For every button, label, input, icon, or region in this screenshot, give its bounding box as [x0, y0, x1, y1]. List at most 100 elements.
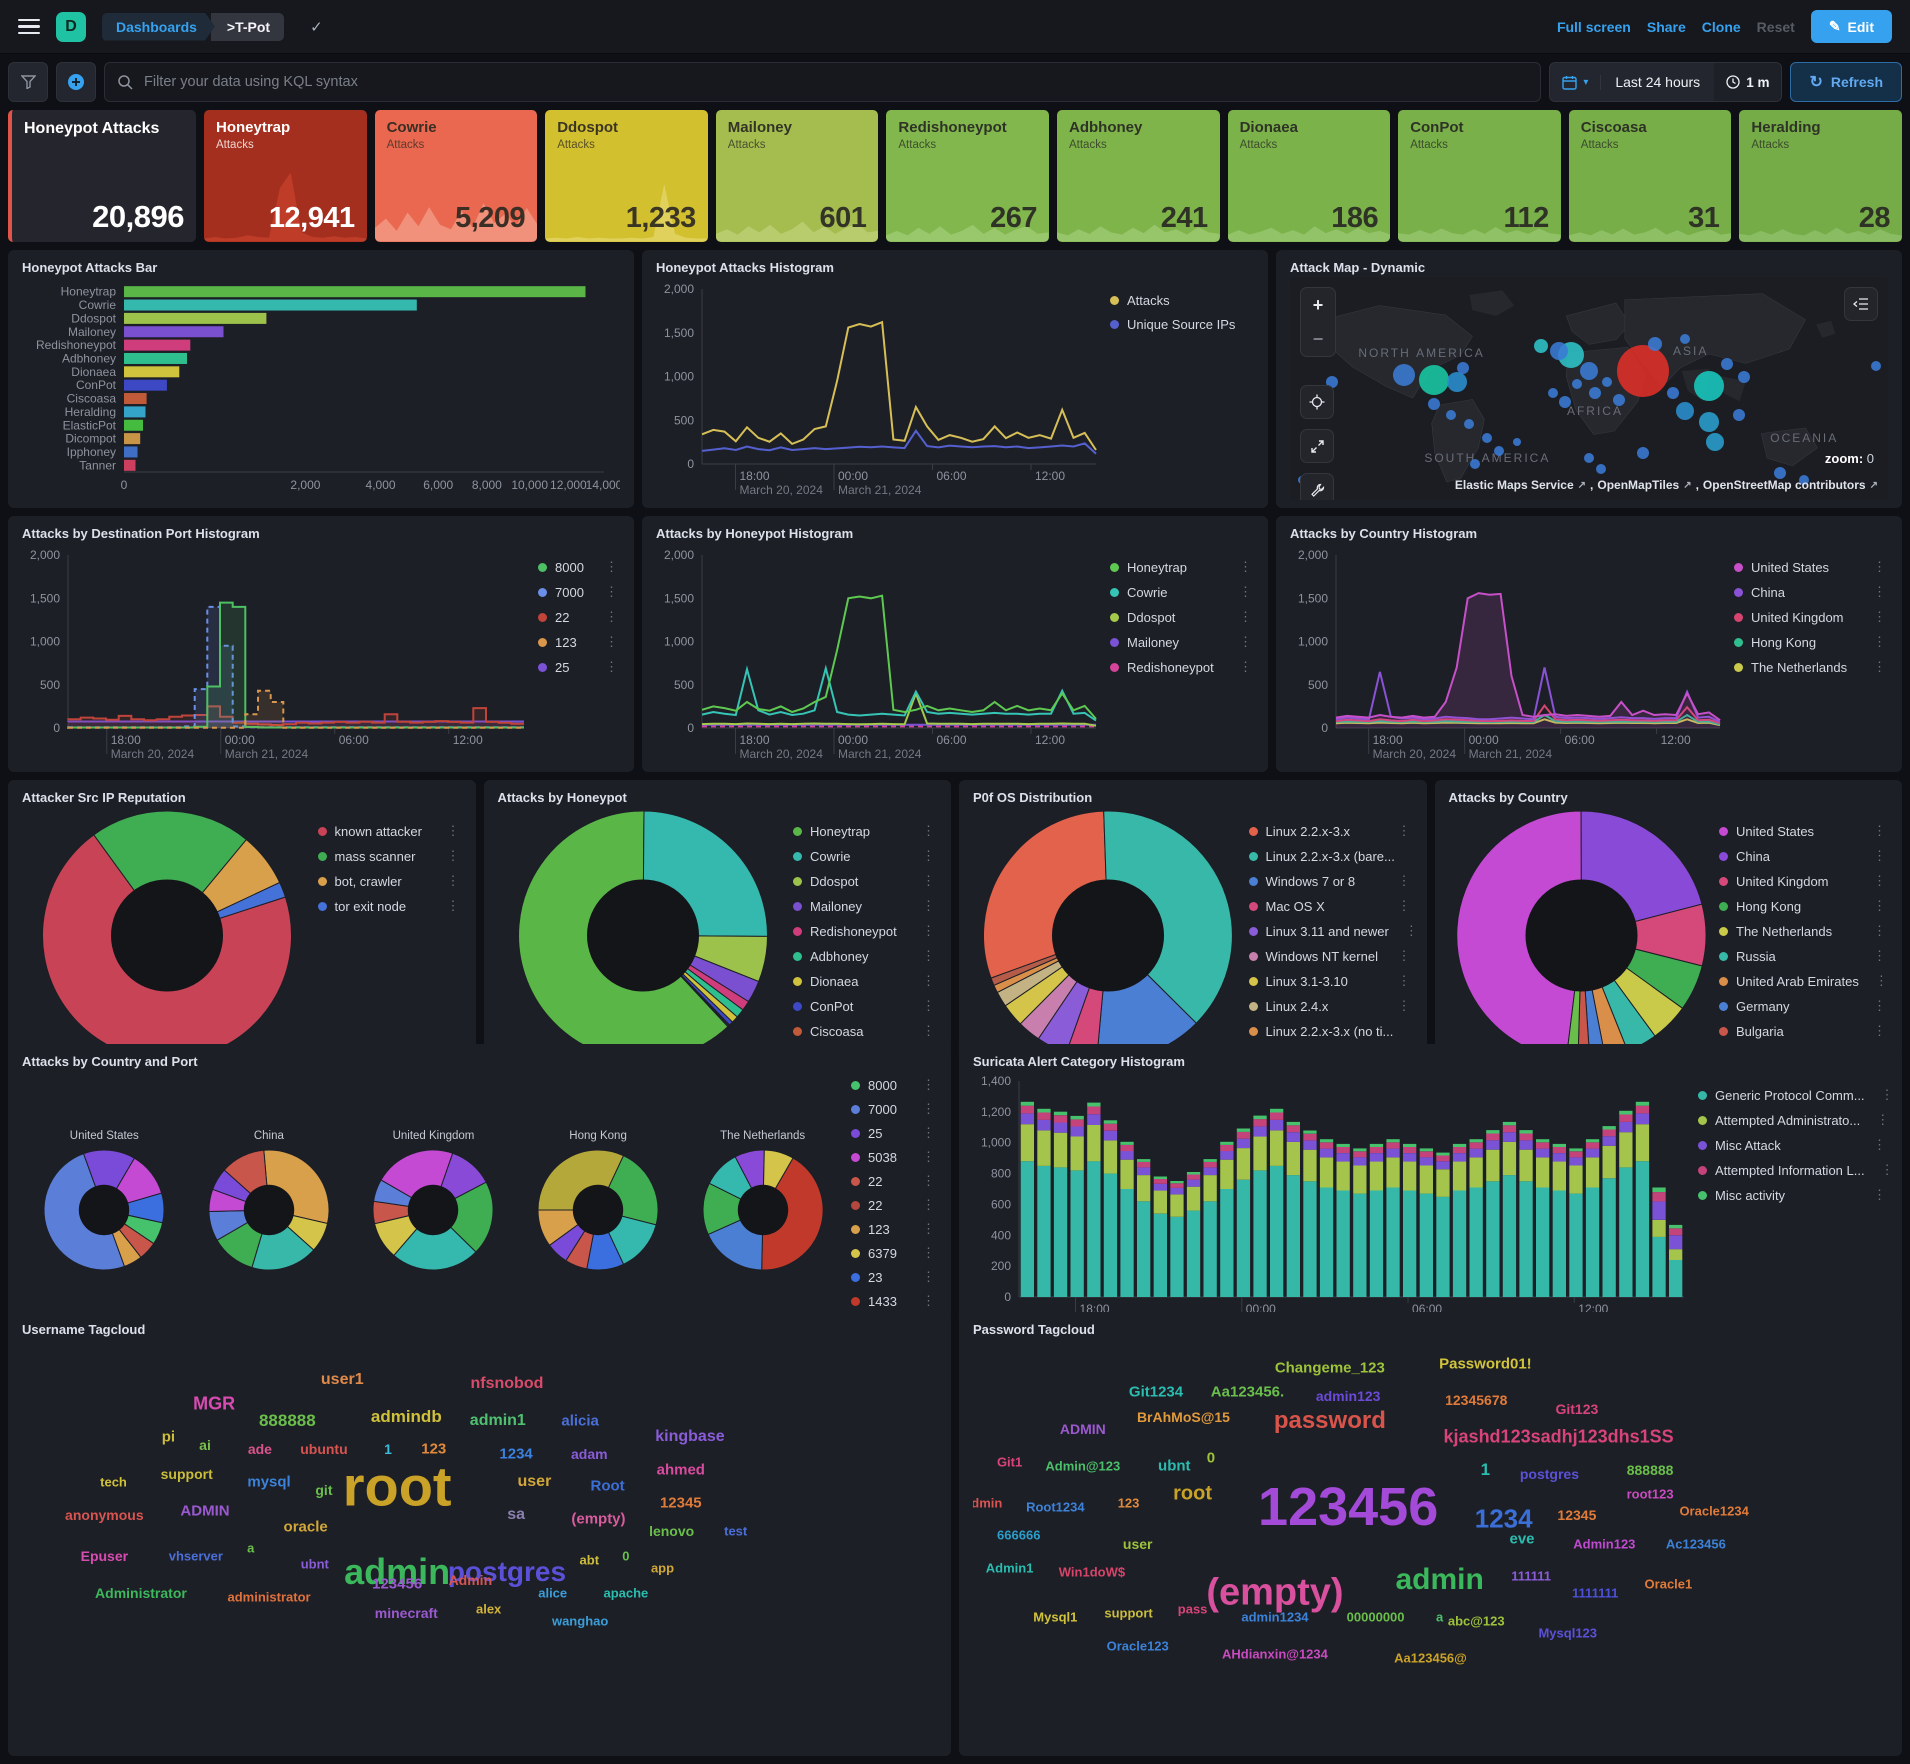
legend-item-menu-icon[interactable]: ⋮ — [1873, 1023, 1886, 1038]
locate-button[interactable] — [1300, 385, 1334, 419]
tag-word[interactable]: vhserver — [168, 1548, 223, 1564]
tag-word[interactable]: ubnt — [1158, 1457, 1191, 1475]
tag-word[interactable]: Mysql1 — [1033, 1609, 1078, 1625]
tag-word[interactable]: support — [1104, 1605, 1153, 1621]
tag-word[interactable]: a — [1436, 1609, 1444, 1625]
legend-item-menu-icon[interactable]: ⋮ — [1397, 973, 1411, 988]
legend-item[interactable]: bot, crawler ⋮ — [317, 873, 460, 889]
attack-bubble[interactable] — [1580, 361, 1598, 380]
metric-tile-adbhoney[interactable]: Adbhoney Attacks 241 — [1057, 110, 1220, 242]
legend-item[interactable]: United States ⋮ — [1734, 559, 1886, 575]
tag-word[interactable]: wanghao — [551, 1613, 609, 1629]
legend-item-menu-icon[interactable]: ⋮ — [1397, 998, 1411, 1013]
tag-word[interactable]: MGR — [193, 1393, 236, 1414]
legend-item[interactable]: Windows 7 or 8 ⋮ — [1248, 873, 1411, 889]
attack-bubble[interactable] — [1871, 361, 1882, 372]
breadcrumb-current[interactable]: >T-Pot — [210, 12, 285, 41]
legend-item[interactable]: Hong Kong ⋮ — [1719, 898, 1886, 914]
legend-item-menu-icon[interactable]: ⋮ — [1239, 659, 1252, 674]
tag-word[interactable]: user — [517, 1473, 552, 1491]
legend-item-menu-icon[interactable]: ⋮ — [1873, 898, 1886, 913]
legend-item[interactable]: 25 ⋮ — [538, 659, 618, 675]
tag-word[interactable]: admin123 — [1315, 1388, 1381, 1405]
legend-item-menu-icon[interactable]: ⋮ — [446, 848, 460, 863]
legend-item-menu-icon[interactable]: ⋮ — [1239, 609, 1252, 624]
metric-tile-cowrie[interactable]: Cowrie Attacks 5,209 — [374, 110, 538, 242]
tag-word[interactable]: 888888 — [1626, 1461, 1674, 1478]
legend-item-menu-icon[interactable]: ⋮ — [922, 1293, 935, 1308]
metric-tile-ddospot[interactable]: Ddospot Attacks 1,233 — [545, 110, 708, 242]
tag-word[interactable]: sa — [507, 1505, 525, 1523]
attack-bubble[interactable] — [1693, 371, 1724, 402]
tag-word[interactable]: 123 — [1117, 1495, 1140, 1511]
tag-word[interactable]: (empty) — [571, 1510, 626, 1528]
legend-item[interactable]: Unique Source IPs — [1110, 317, 1252, 332]
attack-bubble[interactable] — [1588, 386, 1601, 399]
p0f-donut[interactable] — [973, 807, 1243, 1064]
legend-item[interactable]: United States ⋮ — [1719, 823, 1886, 839]
legend-item[interactable]: Redishoneypot ⋮ — [793, 923, 935, 939]
expand-button[interactable] — [1300, 429, 1334, 463]
legend-item-menu-icon[interactable]: ⋮ — [922, 823, 935, 838]
country-port-pie-china[interactable]: China — [205, 1130, 333, 1274]
attack-bubble[interactable] — [1601, 376, 1612, 387]
tag-word[interactable]: Admin1 — [985, 1560, 1034, 1576]
attack-bubble[interactable] — [1392, 364, 1415, 387]
legend-item-menu-icon[interactable]: ⋮ — [1873, 848, 1886, 863]
tag-word[interactable]: eve — [1509, 1530, 1535, 1548]
metric-tile-conpot[interactable]: ConPot Attacks 112 — [1398, 110, 1561, 242]
legend-item-menu-icon[interactable]: ⋮ — [446, 823, 460, 838]
attack-bubble[interactable] — [1738, 371, 1751, 384]
legend-item[interactable]: Honeytrap ⋮ — [1110, 559, 1252, 575]
country-port-pies[interactable]: United States China United Kingdom Hong Kon… — [22, 1071, 845, 1333]
attack-bubble[interactable] — [1470, 459, 1481, 470]
tag-word[interactable]: alicia — [561, 1412, 599, 1430]
tag-word[interactable]: administrator — [227, 1589, 311, 1605]
tag-word[interactable]: user — [1122, 1535, 1153, 1552]
metric-tile-mailoney[interactable]: Mailoney Attacks 601 — [715, 110, 879, 242]
tag-word[interactable]: admin — [344, 1551, 451, 1593]
tag-word[interactable]: git — [315, 1482, 333, 1499]
legend-item[interactable]: Linux 2.2.x-3.x (no ti... ⋮ — [1248, 1023, 1413, 1039]
legend-item[interactable]: 8000 ⋮ — [538, 559, 618, 575]
metric-tile-ciscoasa[interactable]: Ciscoasa Attacks 31 — [1568, 110, 1732, 242]
legend-item-menu-icon[interactable]: ⋮ — [1873, 948, 1886, 963]
legend-item[interactable]: The Netherlands ⋮ — [1734, 659, 1886, 675]
legend-item-menu-icon[interactable]: ⋮ — [922, 1101, 935, 1116]
attack-bubble[interactable] — [1774, 467, 1787, 480]
tag-word[interactable]: 1 — [384, 1441, 392, 1458]
legend-item[interactable]: 23 ⋮ — [851, 1269, 935, 1285]
legend-item[interactable]: Linux 2.4.x ⋮ — [1248, 998, 1411, 1014]
legend-item-menu-icon[interactable]: ⋮ — [922, 998, 935, 1013]
attack-bubble[interactable] — [1595, 463, 1606, 474]
tag-word[interactable]: postgres — [447, 1556, 567, 1588]
breadcrumb-dashboards[interactable]: Dashboards — [102, 13, 215, 41]
legend-item-menu-icon[interactable]: ⋮ — [922, 1269, 935, 1284]
legend-item-menu-icon[interactable]: ⋮ — [1873, 823, 1886, 838]
legend-item-menu-icon[interactable]: ⋮ — [922, 948, 935, 963]
legend-item-menu-icon[interactable]: ⋮ — [922, 1173, 935, 1188]
legend-item-menu-icon[interactable]: ⋮ — [1873, 923, 1886, 938]
attack-bubble[interactable] — [1325, 375, 1338, 388]
legend-item[interactable]: Misc activity ⋮ — [1698, 1187, 1886, 1203]
tag-word[interactable]: kjashd123sadhj123dhs1SS — [1443, 1426, 1674, 1447]
legend-item[interactable]: 7000 ⋮ — [851, 1101, 935, 1117]
tag-word[interactable]: 888888 — [258, 1410, 316, 1430]
country-port-pie-united-states[interactable]: United States — [40, 1130, 168, 1274]
honeypot-attacks-total-panel[interactable]: Honeypot Attacks 20,896 — [8, 110, 196, 242]
attack-map[interactable]: NORTH AMERICA SOUTH AMERICA AFRICA ASIA OCEA… — [1290, 277, 1888, 500]
tag-word[interactable]: 12345 — [659, 1494, 702, 1512]
time-range-value[interactable]: Last 24 hours — [1615, 74, 1701, 90]
tag-word[interactable]: nfsnobod — [470, 1374, 544, 1392]
legend-item-menu-icon[interactable]: ⋮ — [1873, 559, 1886, 574]
legend-item[interactable]: Mailoney ⋮ — [793, 898, 935, 914]
attribution-link[interactable]: Elastic Maps Service — [1454, 478, 1574, 492]
legend-item-menu-icon[interactable]: ⋮ — [1873, 1137, 1886, 1152]
tag-word[interactable]: kingbase — [655, 1428, 725, 1446]
tag-word[interactable]: 123456 — [372, 1575, 423, 1593]
tag-word[interactable]: Git1234 — [1128, 1383, 1184, 1401]
attack-bubble[interactable] — [1513, 438, 1522, 447]
legend-item-menu-icon[interactable]: ⋮ — [1239, 634, 1252, 649]
attribution-link[interactable]: OpenStreetMap contributors — [1702, 478, 1866, 492]
